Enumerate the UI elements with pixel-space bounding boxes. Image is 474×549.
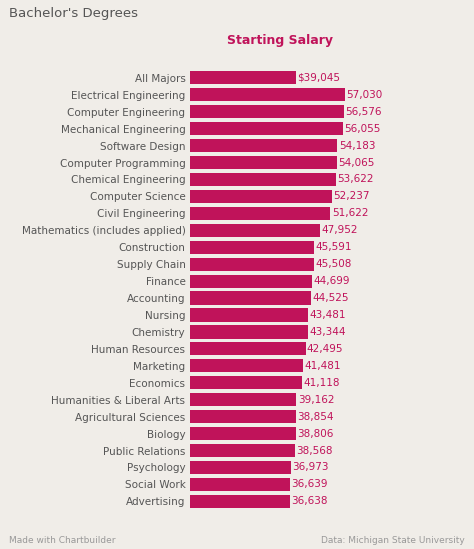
Text: 51,622: 51,622 (332, 209, 368, 219)
Text: Made with Chartbuilder: Made with Chartbuilder (9, 536, 116, 545)
Text: 54,183: 54,183 (339, 141, 375, 150)
Text: 38,806: 38,806 (297, 429, 333, 439)
Bar (190, 190, 332, 203)
Text: 39,162: 39,162 (298, 395, 334, 405)
Bar (190, 359, 303, 372)
Text: 45,508: 45,508 (315, 259, 352, 269)
Bar (190, 326, 308, 339)
Text: 54,065: 54,065 (338, 158, 375, 167)
Text: 36,639: 36,639 (291, 479, 328, 489)
Text: 43,344: 43,344 (309, 327, 346, 337)
Bar (190, 139, 337, 152)
Text: 44,699: 44,699 (313, 276, 349, 286)
Text: 38,568: 38,568 (296, 446, 333, 456)
Text: 36,638: 36,638 (291, 496, 328, 506)
Bar (190, 122, 343, 135)
Bar (190, 156, 337, 169)
Bar (190, 292, 311, 305)
Text: 43,481: 43,481 (310, 310, 346, 320)
Text: 52,237: 52,237 (334, 192, 370, 201)
Text: 45,591: 45,591 (315, 242, 352, 252)
Bar (190, 495, 290, 508)
Bar (190, 207, 330, 220)
Text: 38,854: 38,854 (297, 412, 334, 422)
Text: 53,622: 53,622 (337, 175, 374, 184)
Bar (190, 376, 302, 389)
Text: 57,030: 57,030 (346, 90, 383, 100)
Bar (190, 444, 295, 457)
Bar (190, 410, 296, 423)
Bar (190, 342, 306, 356)
Bar (190, 309, 308, 322)
Bar (190, 461, 291, 474)
Text: Bachelor's Degrees: Bachelor's Degrees (9, 7, 138, 20)
Text: 44,525: 44,525 (312, 293, 349, 303)
Bar (190, 88, 345, 102)
Bar (190, 427, 295, 440)
Text: Data: Michigan State University: Data: Michigan State University (321, 536, 465, 545)
Bar (190, 240, 314, 254)
Text: 36,973: 36,973 (292, 462, 328, 473)
Bar (190, 71, 296, 85)
Text: 41,481: 41,481 (304, 361, 341, 371)
Text: 56,055: 56,055 (344, 124, 380, 133)
Bar (190, 478, 290, 491)
Bar (190, 173, 336, 186)
Text: 42,495: 42,495 (307, 344, 344, 354)
Bar (190, 223, 320, 237)
Bar (190, 257, 314, 271)
Text: 47,952: 47,952 (322, 225, 358, 236)
Title: Starting Salary: Starting Salary (227, 34, 333, 47)
Text: $39,045: $39,045 (298, 73, 340, 83)
Text: 41,118: 41,118 (303, 378, 340, 388)
Bar (190, 105, 344, 119)
Bar (190, 274, 311, 288)
Bar (190, 393, 296, 406)
Text: 56,576: 56,576 (346, 107, 382, 117)
